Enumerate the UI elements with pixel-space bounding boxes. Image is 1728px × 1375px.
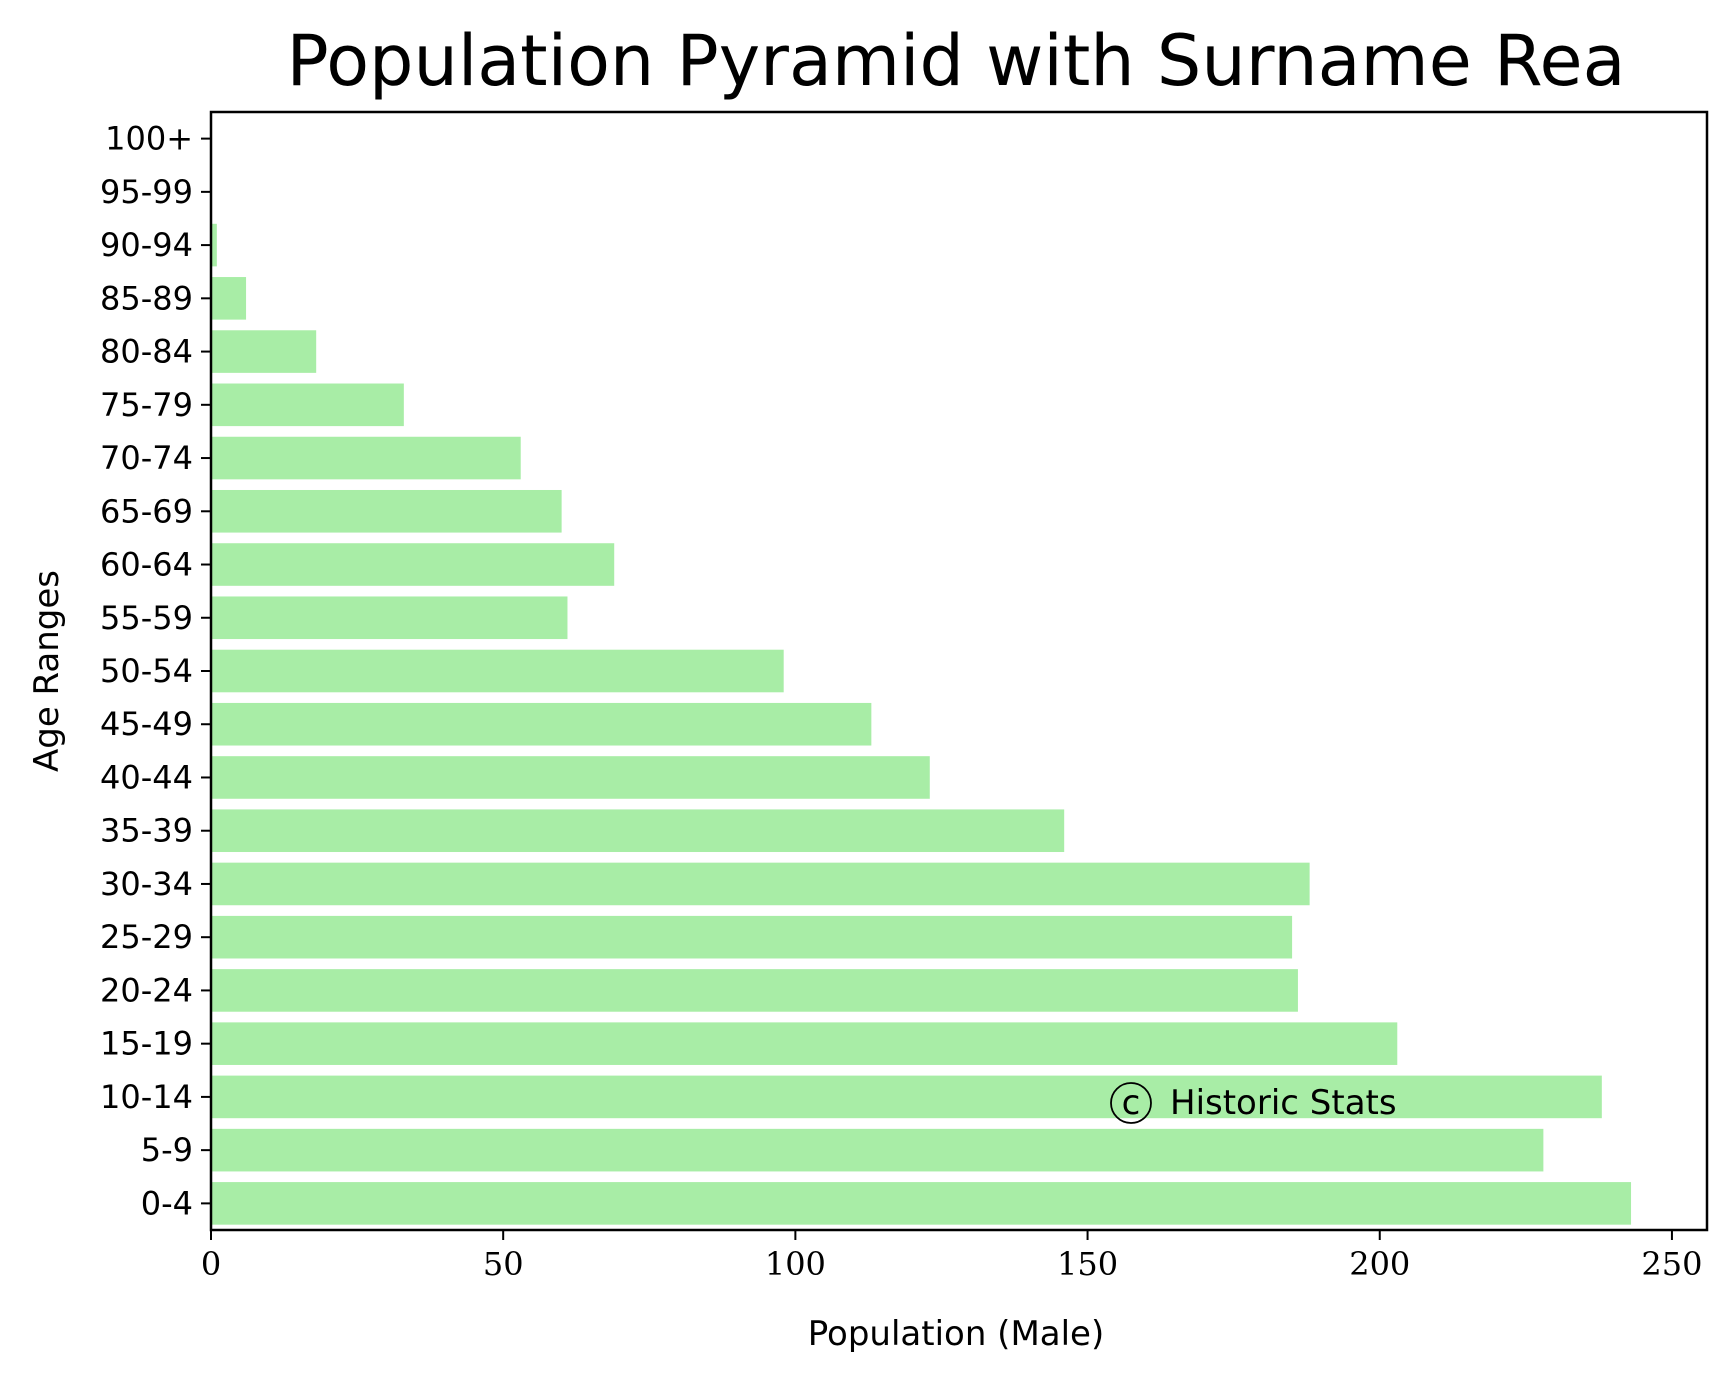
bar-70-74 [211,436,521,480]
copyright-circle-icon [1110,1082,1152,1124]
x-tick-label: 200 [1349,1245,1410,1283]
y-tick-label: 90-94 [100,226,193,264]
x-tick-label: 0 [201,1245,221,1283]
y-tick-label: 5-9 [141,1131,193,1169]
x-tick-label: 100 [765,1245,826,1283]
annotation-text: Historic Stats [1170,1083,1397,1123]
bar-85-89 [211,277,247,320]
y-tick-label: 25-29 [100,918,193,956]
bar-20-24 [211,969,1298,1012]
y-tick-label: 100+ [105,120,193,158]
chart-title: Population Pyramid with Surname Rea [287,20,1626,102]
bar-40-44 [211,756,930,799]
bar-5-9 [211,1128,1544,1172]
y-tick-label: 45-49 [100,705,193,743]
y-tick-label: 65-69 [100,492,193,530]
bar-65-69 [211,489,562,533]
y-axis-label: Age Ranges [27,570,67,772]
y-tick-label: 75-79 [100,386,193,424]
x-tick-label: 150 [1057,1245,1118,1283]
y-tick-label: 20-24 [100,971,193,1009]
x-tick-label: 50 [483,1245,524,1283]
bar-75-79 [211,383,404,427]
bar-35-39 [211,809,1065,853]
bar-90-94 [211,223,217,267]
y-tick-label: 50-54 [100,652,193,690]
bar-0-4 [211,1182,1632,1225]
y-tick-label: 55-59 [100,599,193,637]
y-tick-label: 10-14 [100,1078,193,1116]
x-axis-ticks: 0 50 100 150 200 250 [201,1230,1702,1283]
bar-55-59 [211,596,568,640]
bar-60-64 [211,543,615,586]
y-tick-label: 80-84 [100,333,193,371]
bar-80-84 [211,330,317,373]
bar-45-49 [211,702,872,746]
y-tick-label: 85-89 [100,279,193,317]
bars-group [211,223,1632,1225]
x-tick-label: 250 [1641,1245,1702,1283]
y-tick-label: 30-34 [100,865,193,903]
y-tick-label: 60-64 [100,546,193,584]
bar-25-29 [211,915,1293,959]
copyright-symbol: c [1122,1083,1141,1123]
y-tick-label: 35-39 [100,812,193,850]
y-tick-label: 40-44 [100,758,193,796]
bar-30-34 [211,862,1310,906]
bar-15-19 [211,1022,1398,1065]
x-axis-label: Population (Male) [808,1314,1105,1354]
bar-50-54 [211,649,784,693]
y-tick-label: 70-74 [100,439,193,477]
y-axis-ticks: 0-4 5-9 10-14 15-19 20-24 25-29 30-34 35-39 40-4… [100,120,211,1222]
bar-10-14 [211,1075,1602,1119]
y-tick-label: 0-4 [141,1184,193,1222]
y-tick-label: 15-19 [100,1025,193,1063]
y-tick-label: 95-99 [100,173,193,211]
copyright-annotation: c Historic Stats [1110,1082,1397,1124]
